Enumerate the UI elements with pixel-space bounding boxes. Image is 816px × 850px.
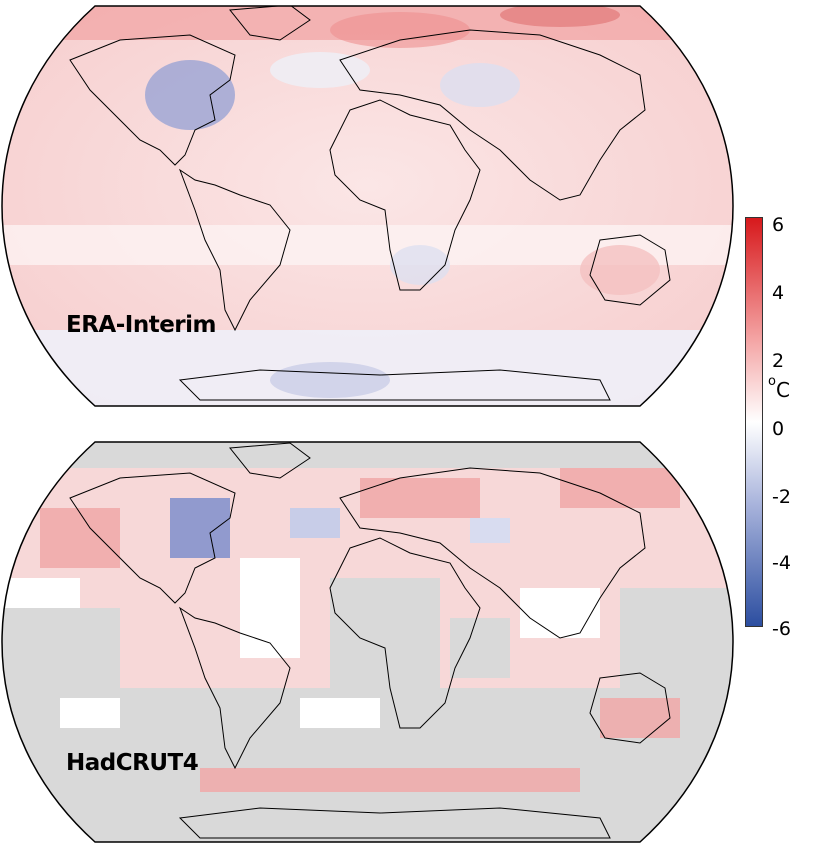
colorbar-tick: 2: [772, 350, 785, 372]
cold-anomaly-na: [170, 498, 230, 558]
era-interim-map-canvas: [1, 5, 734, 407]
colorbar-tick: -2: [772, 486, 791, 508]
colorbar-tick: 0: [772, 418, 785, 440]
colorbar-tick: -6: [772, 618, 791, 640]
map-frame: [1, 5, 734, 407]
cold-anomaly-na: [145, 60, 235, 130]
era-interim-map: ERA-Interim: [0, 0, 735, 412]
hadcrut4-map: HadCRUT4: [0, 438, 735, 850]
colorbar-tick: 4: [772, 282, 785, 304]
colorbar-unit: oC: [768, 374, 790, 402]
map-label-era-interim: ERA-Interim: [66, 312, 217, 338]
map-frame: [1, 441, 734, 843]
colorbar: [745, 217, 763, 627]
colorbar-tick: 6: [772, 214, 785, 236]
colorbar-tick: -4: [772, 552, 791, 574]
hadcrut4-map-canvas: [1, 441, 734, 843]
map-label-hadcrut4: HadCRUT4: [66, 750, 199, 776]
